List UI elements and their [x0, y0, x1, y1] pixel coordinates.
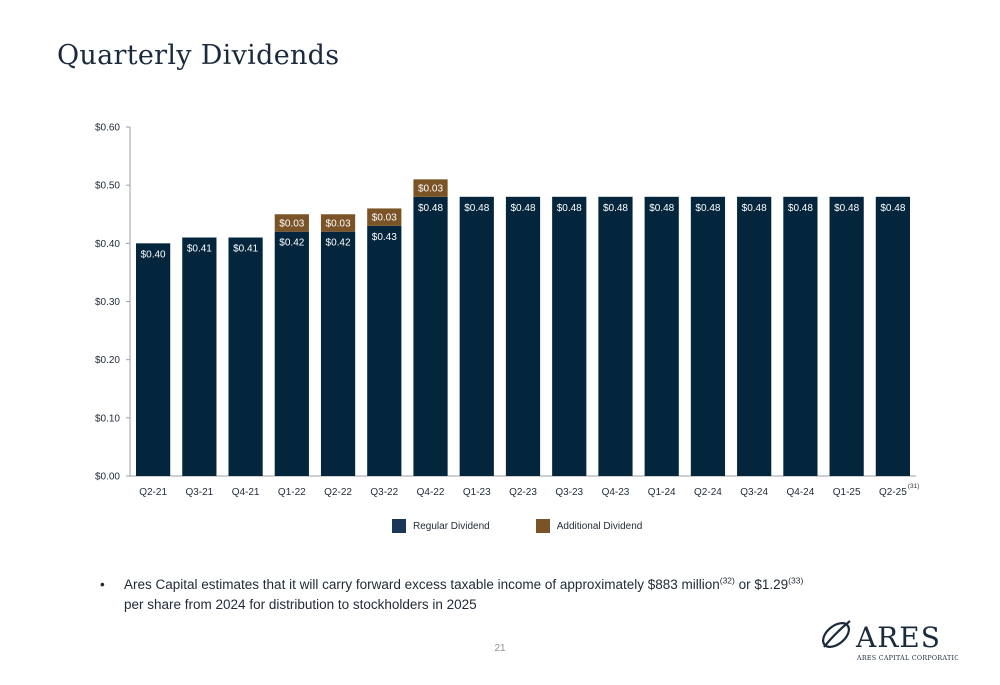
page-title: Quarterly Dividends: [57, 40, 340, 71]
bar-regular-dividend: [829, 196, 864, 477]
data-label-regular: $0.48: [464, 203, 489, 214]
y-tick-label: $0.30: [95, 297, 120, 308]
data-label-regular: $0.43: [372, 232, 397, 243]
data-label-regular: $0.48: [510, 203, 535, 214]
bar-regular-dividend: [644, 196, 679, 477]
bar-regular-dividend: [690, 196, 726, 477]
data-label-regular: $0.42: [279, 238, 304, 249]
bar-regular-dividend: [783, 196, 818, 477]
legend-item-additional: Additional Dividend: [535, 519, 643, 533]
x-tick-label: Q2-21: [139, 487, 167, 498]
bar-regular-dividend: [274, 231, 309, 476]
x-tick-label: Q3-23: [555, 487, 583, 498]
data-label-regular: $0.42: [326, 238, 351, 249]
data-label-regular: $0.48: [788, 203, 813, 214]
bullet-note: • Ares Capital estimates that it will ca…: [100, 575, 950, 615]
bullet-text-part1: Ares Capital estimates that it will carr…: [124, 577, 720, 592]
bar-regular-dividend: [552, 196, 587, 477]
bar-regular-dividend: [182, 237, 217, 476]
bar-regular-dividend: [413, 196, 448, 477]
x-tick-label: Q2-22: [324, 487, 352, 498]
bar-regular-dividend: [875, 196, 910, 477]
data-label-regular: $0.41: [233, 244, 258, 255]
data-label-regular: $0.48: [742, 203, 767, 214]
data-label-additional: $0.03: [372, 213, 397, 224]
footnote-33: (33): [788, 575, 804, 586]
bar-regular-dividend: [367, 225, 402, 476]
bullet-dot: •: [100, 577, 105, 592]
bar-regular-dividend: [505, 196, 541, 477]
bullet-text-part3: per share from 2024 for distribution to …: [124, 597, 477, 612]
x-tick-label: Q3-22: [370, 487, 398, 498]
page-number: 21: [494, 643, 506, 654]
bar-regular-dividend: [459, 196, 494, 477]
y-tick-label: $0.50: [95, 181, 120, 192]
y-tick-label: $0.20: [95, 355, 120, 366]
legend-item-regular: Regular Dividend: [392, 519, 490, 533]
bar-additional-dividend: [413, 179, 448, 197]
bullet-text: Ares Capital estimates that it will carr…: [124, 575, 803, 615]
logo-tagline: ARES CAPITAL CORPORATION: [856, 655, 958, 662]
ares-logo: ARES ARES CAPITAL CORPORATION: [822, 620, 958, 662]
data-label-additional: $0.03: [418, 184, 443, 195]
data-label-regular: $0.41: [187, 244, 212, 255]
footnote-31: (31): [908, 483, 920, 490]
x-tick-label: Q2-25: [879, 487, 907, 498]
y-tick-label: $0.00: [95, 472, 120, 483]
bar-additional-dividend: [320, 214, 356, 232]
footnote-32: (32): [719, 575, 735, 586]
bullet-text-part2: or $1.29: [734, 577, 789, 592]
bar-additional-dividend: [274, 214, 309, 232]
legend-swatch-regular: [392, 519, 406, 533]
bar-regular-dividend: [136, 243, 171, 476]
bar-additional-dividend: [367, 208, 402, 226]
legend-label-regular: Regular Dividend: [413, 520, 490, 532]
x-tick-label: Q1-25: [833, 487, 861, 498]
x-tick-label: Q4-23: [602, 487, 630, 498]
y-tick-label: $0.60: [95, 123, 120, 134]
data-label-regular: $0.48: [834, 203, 859, 214]
chart-legend: Regular Dividend Additional Dividend: [392, 519, 642, 533]
x-tick-label: Q4-22: [417, 487, 445, 498]
y-tick-label: $0.40: [95, 239, 120, 250]
logo-swirl-icon: [822, 620, 851, 648]
x-tick-label: Q1-24: [648, 487, 676, 498]
logo-wordmark: ARES: [855, 621, 941, 654]
bar-regular-dividend: [320, 231, 356, 476]
x-tick-label: Q3-24: [740, 487, 768, 498]
legend-swatch-additional: [535, 519, 550, 533]
data-label-regular: $0.48: [880, 203, 905, 214]
data-label-regular: $0.48: [603, 203, 628, 214]
dividend-chart: $0.00 $0.10 $0.20 $0.30 $0.40 $0.50 $0.60 Q2-21…: [95, 123, 920, 499]
x-tick-label: Q3-21: [185, 487, 213, 498]
bar-regular-dividend: [598, 196, 633, 477]
x-tick-label: Q1-22: [278, 487, 306, 498]
bar-regular-dividend: [737, 196, 772, 477]
x-tick-label: Q4-24: [787, 487, 815, 498]
x-tick-label: Q2-24: [694, 487, 722, 498]
x-tick-label: Q1-23: [463, 487, 491, 498]
data-label-additional: $0.03: [326, 218, 351, 229]
data-label-regular: $0.48: [695, 203, 720, 214]
x-tick-label: Q2-23: [509, 487, 537, 498]
data-label-regular: $0.48: [649, 203, 674, 214]
data-label-regular: $0.48: [418, 203, 443, 214]
legend-label-additional: Additional Dividend: [556, 520, 643, 532]
x-tick-label: Q4-21: [232, 487, 260, 498]
data-label-regular: $0.48: [557, 203, 582, 214]
bar-regular-dividend: [228, 237, 263, 476]
y-tick-label: $0.10: [95, 413, 120, 424]
data-label-additional: $0.03: [279, 218, 304, 229]
data-label-regular: $0.40: [141, 249, 166, 260]
